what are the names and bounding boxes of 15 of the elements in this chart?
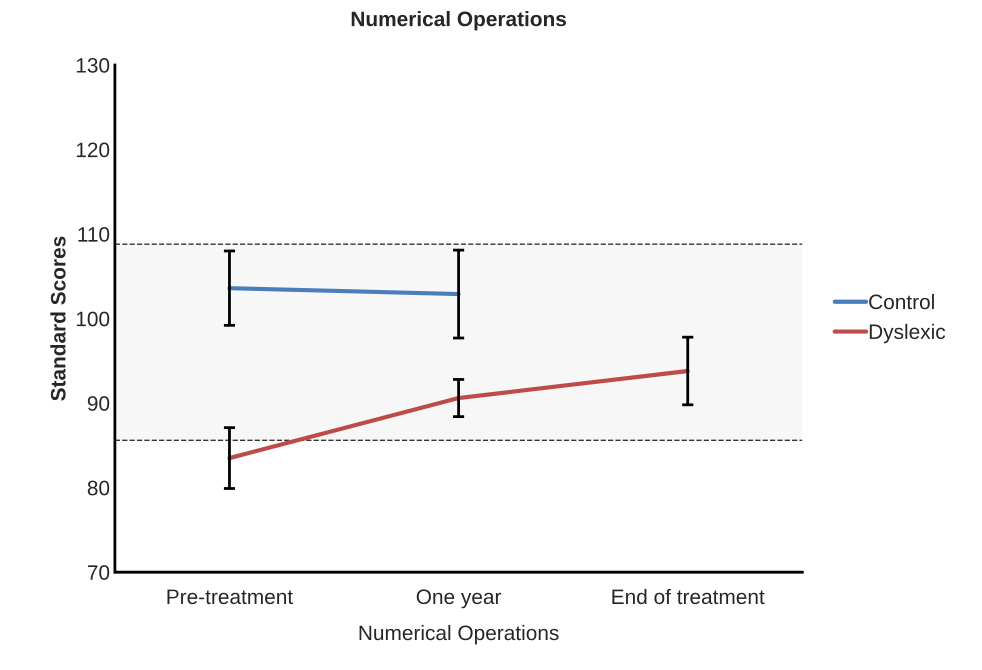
y-tick-label: 80 bbox=[88, 480, 110, 496]
y-tick-label: 70 bbox=[88, 565, 110, 580]
chart-title: Numerical Operations bbox=[352, 11, 566, 30]
y-tick-label: 130 bbox=[76, 58, 110, 73]
y-tick-label: 110 bbox=[78, 227, 110, 242]
y-tick-label: 120 bbox=[76, 142, 110, 158]
x-tick-label: Pre-treatment bbox=[167, 590, 293, 604]
y-tick-label: 90 bbox=[88, 396, 110, 411]
legend-label: Dyslexic bbox=[870, 324, 946, 344]
x-tick-label: One year bbox=[416, 589, 502, 608]
x-axis-title: Numerical Operations bbox=[360, 624, 559, 644]
y-tick-label: 100 bbox=[76, 312, 110, 326]
legend-label: Control bbox=[869, 294, 934, 310]
y-axis-title: Standard Scores bbox=[50, 236, 66, 401]
x-tick-label: End of treatment bbox=[612, 588, 765, 604]
